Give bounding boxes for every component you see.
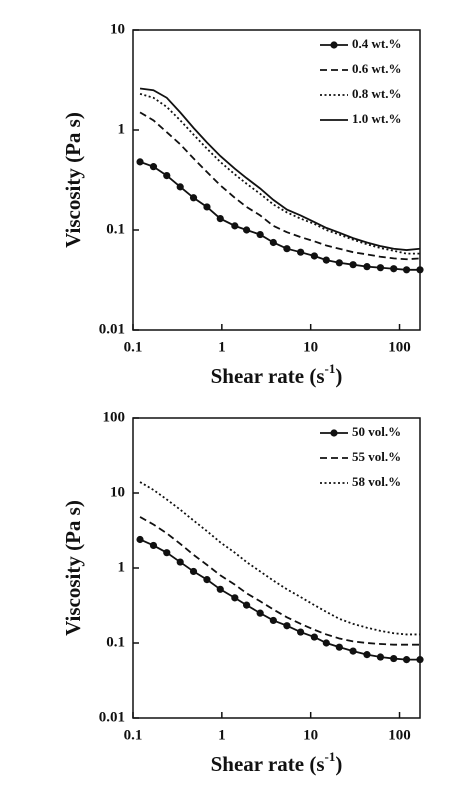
plot-frame (132, 29, 421, 331)
data-point (283, 622, 291, 630)
x-axis-label-text: Shear rate (s (211, 364, 325, 388)
data-point (390, 654, 398, 663)
y-tick-label: 0.01 (99, 321, 125, 337)
series-line (139, 92, 420, 255)
legend-label: 0.8 wt.% (352, 86, 401, 101)
data-point (203, 203, 211, 211)
data-point (216, 215, 224, 223)
y-tick-label: 0.1 (106, 221, 125, 237)
legend-label: 1.0 wt.% (352, 111, 401, 126)
x-axis-label: Shear rate (s-1) (211, 361, 343, 388)
legend-label: 58 vol.% (352, 474, 401, 489)
x-tick-label: 1 (218, 339, 226, 355)
data-point (136, 158, 144, 166)
y-tick-label: 0.01 (99, 709, 125, 725)
data-point (243, 226, 251, 234)
data-point (363, 263, 371, 271)
data-point (402, 656, 411, 664)
y-tick-label: 1 (118, 559, 126, 575)
x-axis-label-suffix: ) (335, 364, 342, 388)
legend-label: 55 vol.% (352, 449, 401, 464)
data-point (349, 261, 357, 269)
legend-marker (330, 429, 338, 437)
legend-marker (330, 41, 338, 49)
y-axis-label: Viscosity (Pa s) (61, 500, 85, 636)
y-tick-label: 1 (118, 121, 126, 137)
x-tick-label: 1 (218, 727, 226, 743)
y-tick-label: 10 (110, 484, 125, 500)
series-line (139, 161, 420, 271)
data-point (335, 643, 343, 651)
data-point (269, 238, 277, 247)
x-tick-label: 10 (303, 727, 318, 743)
data-point (283, 245, 291, 253)
data-point (256, 609, 264, 617)
y-tick-label: 100 (103, 409, 126, 425)
data-point (322, 639, 330, 647)
data-point (136, 535, 144, 544)
x-axis-label-suffix: ) (335, 752, 342, 776)
series-line (139, 87, 421, 251)
series-line (139, 516, 420, 646)
x-axis-label: Shear rate (s-1) (211, 749, 343, 776)
data-point (269, 616, 277, 625)
data-point (256, 230, 264, 239)
data-point (416, 266, 424, 274)
series-line (139, 111, 421, 261)
data-point (231, 222, 239, 230)
x-axis-label-text: Shear rate (s (211, 752, 325, 776)
data-point (176, 183, 184, 191)
x-tick-label: 0.1 (124, 727, 143, 743)
x-tick-label: 100 (388, 727, 411, 743)
data-point (163, 171, 171, 180)
y-tick-label: 0.1 (106, 634, 125, 650)
x-tick-label: 10 (303, 339, 318, 355)
data-point (363, 651, 371, 659)
data-point (376, 264, 385, 272)
legend-label: 50 vol.% (352, 424, 401, 439)
legend-label: 0.4 wt.% (352, 36, 401, 51)
data-point (296, 248, 305, 256)
y-tick-label: 10 (110, 21, 125, 37)
data-point (203, 576, 211, 584)
data-point (243, 601, 251, 609)
data-point (310, 252, 318, 260)
series-line (139, 481, 420, 636)
data-point (149, 541, 158, 550)
data-point (416, 656, 424, 664)
data-point (296, 628, 305, 636)
data-point (231, 594, 239, 602)
data-point (322, 256, 330, 264)
x-axis-label-superscript: -1 (325, 749, 336, 764)
data-point (163, 549, 171, 557)
x-tick-label: 100 (388, 339, 411, 355)
data-point (189, 194, 198, 202)
x-tick-label: 0.1 (124, 339, 143, 355)
data-point (176, 558, 184, 566)
y-axis-label: Viscosity (Pa s) (61, 112, 85, 248)
data-point (189, 567, 198, 576)
legend-label: 0.6 wt.% (352, 61, 401, 76)
series-line (139, 538, 420, 661)
data-point (335, 259, 343, 267)
data-point (402, 266, 411, 274)
data-point (349, 647, 357, 655)
data-point (376, 653, 385, 661)
data-point (216, 585, 224, 593)
data-point (149, 163, 158, 171)
data-point (310, 633, 318, 641)
data-point (390, 265, 398, 273)
x-axis-label-superscript: -1 (325, 361, 336, 376)
